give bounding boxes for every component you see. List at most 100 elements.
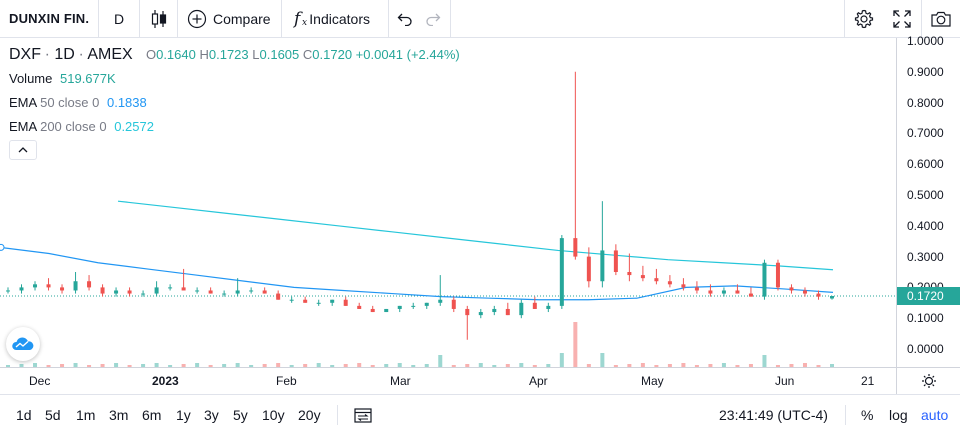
range-3m[interactable]: 3m — [109, 407, 129, 423]
range-1d[interactable]: 1d — [16, 407, 32, 423]
candle-body — [721, 290, 726, 294]
symbol-search[interactable]: DUNXIN FIN. — [9, 0, 99, 37]
range-1m[interactable]: 1m — [76, 407, 96, 423]
volume-bar — [667, 364, 672, 367]
legend-ticker[interactable]: DXF — [9, 46, 41, 63]
volume-bar — [708, 364, 713, 367]
volume-bar — [87, 365, 92, 367]
price-scale[interactable]: 1.0000 0.9000 0.8000 0.7000 0.6000 0.5000 0.40… — [896, 34, 960, 367]
price-chart[interactable] — [0, 38, 896, 367]
range-1y[interactable]: 1y — [176, 407, 191, 423]
candle-body — [181, 287, 186, 291]
calendar-arrows-icon — [354, 408, 372, 423]
fullscreen-icon — [893, 9, 911, 28]
interval-button[interactable]: D — [99, 0, 139, 37]
screenshot-button[interactable] — [922, 0, 960, 37]
volume-bar — [303, 364, 308, 367]
redo-icon — [426, 13, 441, 26]
candle-body — [222, 293, 227, 295]
candle-body — [640, 275, 645, 279]
candle-body — [316, 302, 321, 304]
volume-bar — [222, 364, 227, 367]
chart-pane[interactable]: DXF · 1D · AMEX O0.1640 H0.1723 L0.1605 … — [0, 38, 896, 367]
settings-button[interactable] — [845, 0, 883, 37]
camera-icon — [931, 11, 951, 27]
candle-body — [384, 308, 389, 313]
volume-legend[interactable]: Volume 519.677K — [9, 71, 116, 86]
range-5d[interactable]: 5d — [45, 407, 61, 423]
candle-body — [438, 299, 443, 303]
open-value: 0.1640 — [156, 47, 196, 62]
candle-body — [195, 290, 200, 292]
candle-body — [748, 293, 753, 297]
range-20y[interactable]: 20y — [298, 407, 321, 423]
candle-body — [289, 299, 294, 301]
clock[interactable]: 23:41:49 (UTC-4) — [719, 407, 828, 423]
volume-bar — [235, 363, 240, 367]
candle-body — [127, 290, 132, 294]
compare-button[interactable]: Compare — [178, 0, 281, 37]
candle-body — [451, 299, 456, 309]
time-label-dec: Dec — [29, 374, 51, 388]
candle-body — [276, 293, 281, 300]
candle-body — [73, 281, 78, 291]
log-toggle[interactable]: log — [889, 407, 908, 423]
sun-gear-icon — [921, 374, 936, 388]
candle-body — [370, 308, 375, 313]
ema50-params: 50 close 0 — [40, 95, 100, 110]
volume-bar — [46, 365, 51, 367]
volume-bar — [343, 364, 348, 367]
volume-bar — [802, 363, 807, 367]
candle-body — [600, 250, 605, 282]
candle-body — [235, 290, 240, 294]
volume-bar — [681, 363, 686, 367]
redo-button[interactable] — [422, 0, 444, 37]
goto-date-button[interactable] — [352, 405, 374, 425]
tradingview-logo[interactable] — [6, 327, 40, 361]
auto-toggle[interactable]: auto — [921, 407, 949, 423]
price-tick-label: 0.8000 — [907, 95, 944, 110]
time-axis[interactable]: Dec 2023 Feb Mar Apr May Jun 21 — [0, 367, 960, 394]
chart-type-button[interactable] — [140, 0, 177, 37]
range-5y[interactable]: 5y — [233, 407, 248, 423]
volume-bar — [100, 364, 105, 367]
ema50-legend[interactable]: EMA 50 close 0 0.1838 — [9, 95, 147, 110]
volume-bar — [519, 363, 524, 367]
volume-bar — [357, 363, 362, 367]
candle-body — [694, 287, 699, 291]
price-tick-label: 0.3000 — [907, 249, 944, 264]
volume-bar — [830, 364, 834, 367]
ema200-legend[interactable]: EMA 200 close 0 0.2572 — [9, 119, 154, 134]
candle-body — [586, 256, 591, 282]
percent-toggle[interactable]: % — [861, 407, 874, 423]
fullscreen-button[interactable] — [883, 0, 921, 37]
price-tick-label: 0.4000 — [907, 218, 944, 233]
price-tick-label: 0.6000 — [907, 157, 944, 172]
volume-value: 519.677K — [60, 71, 116, 86]
candle-body — [168, 287, 173, 289]
price-tick-label: 0.7000 — [907, 126, 944, 141]
range-3y[interactable]: 3y — [204, 407, 219, 423]
volume-bar — [208, 365, 213, 367]
candle-body — [19, 287, 24, 291]
candle-body — [627, 272, 632, 276]
candle-body — [357, 305, 362, 309]
axis-settings-button[interactable] — [896, 368, 960, 394]
range-6m[interactable]: 6m — [142, 407, 162, 423]
change-value: +0.0041 (+2.44%) — [355, 47, 460, 62]
collapse-legend-button[interactable] — [9, 140, 37, 160]
volume-bar — [654, 365, 659, 367]
price-tick-label: 0.1000 — [907, 311, 944, 326]
ema200-value: 0.2572 — [114, 119, 154, 134]
ema200-label: EMA — [9, 119, 37, 134]
candle-body — [532, 302, 537, 309]
volume-bar — [613, 365, 618, 367]
legend-exchange: AMEX — [87, 46, 133, 63]
candle-body — [478, 312, 483, 316]
undo-button[interactable] — [394, 0, 416, 37]
volume-bar — [600, 353, 605, 367]
candle-body — [667, 281, 672, 285]
time-label-mar: Mar — [390, 374, 411, 388]
range-10y[interactable]: 10y — [262, 407, 285, 423]
